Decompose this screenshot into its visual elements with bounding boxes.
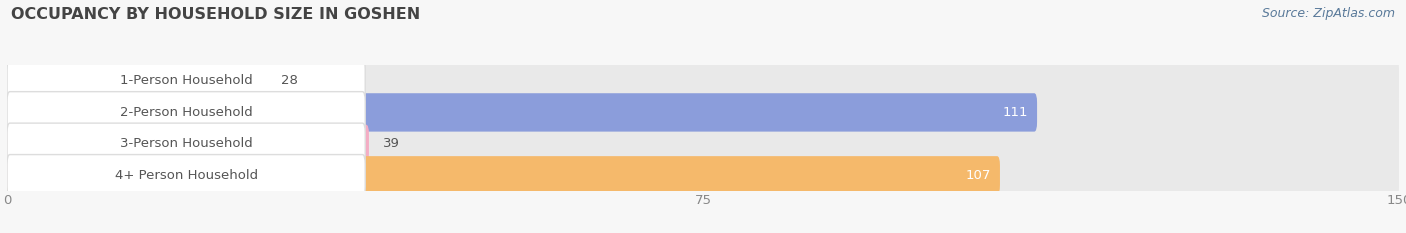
Text: OCCUPANCY BY HOUSEHOLD SIZE IN GOSHEN: OCCUPANCY BY HOUSEHOLD SIZE IN GOSHEN — [11, 7, 420, 22]
Text: 1-Person Household: 1-Person Household — [120, 75, 253, 87]
FancyBboxPatch shape — [7, 92, 366, 133]
Text: 4+ Person Household: 4+ Person Household — [114, 169, 257, 182]
Text: 3-Person Household: 3-Person Household — [120, 137, 253, 150]
FancyBboxPatch shape — [7, 125, 368, 163]
Text: 2-Person Household: 2-Person Household — [120, 106, 253, 119]
FancyBboxPatch shape — [7, 154, 366, 196]
Text: 111: 111 — [1002, 106, 1028, 119]
FancyBboxPatch shape — [7, 154, 1399, 196]
FancyBboxPatch shape — [7, 62, 267, 100]
FancyBboxPatch shape — [7, 123, 1399, 165]
FancyBboxPatch shape — [7, 123, 366, 165]
Text: 39: 39 — [382, 137, 399, 150]
Text: 107: 107 — [966, 169, 991, 182]
FancyBboxPatch shape — [7, 93, 1038, 132]
FancyBboxPatch shape — [7, 156, 1000, 195]
FancyBboxPatch shape — [7, 60, 366, 102]
Text: Source: ZipAtlas.com: Source: ZipAtlas.com — [1261, 7, 1395, 20]
FancyBboxPatch shape — [7, 60, 1399, 102]
Text: 28: 28 — [281, 75, 298, 87]
FancyBboxPatch shape — [7, 91, 1399, 134]
